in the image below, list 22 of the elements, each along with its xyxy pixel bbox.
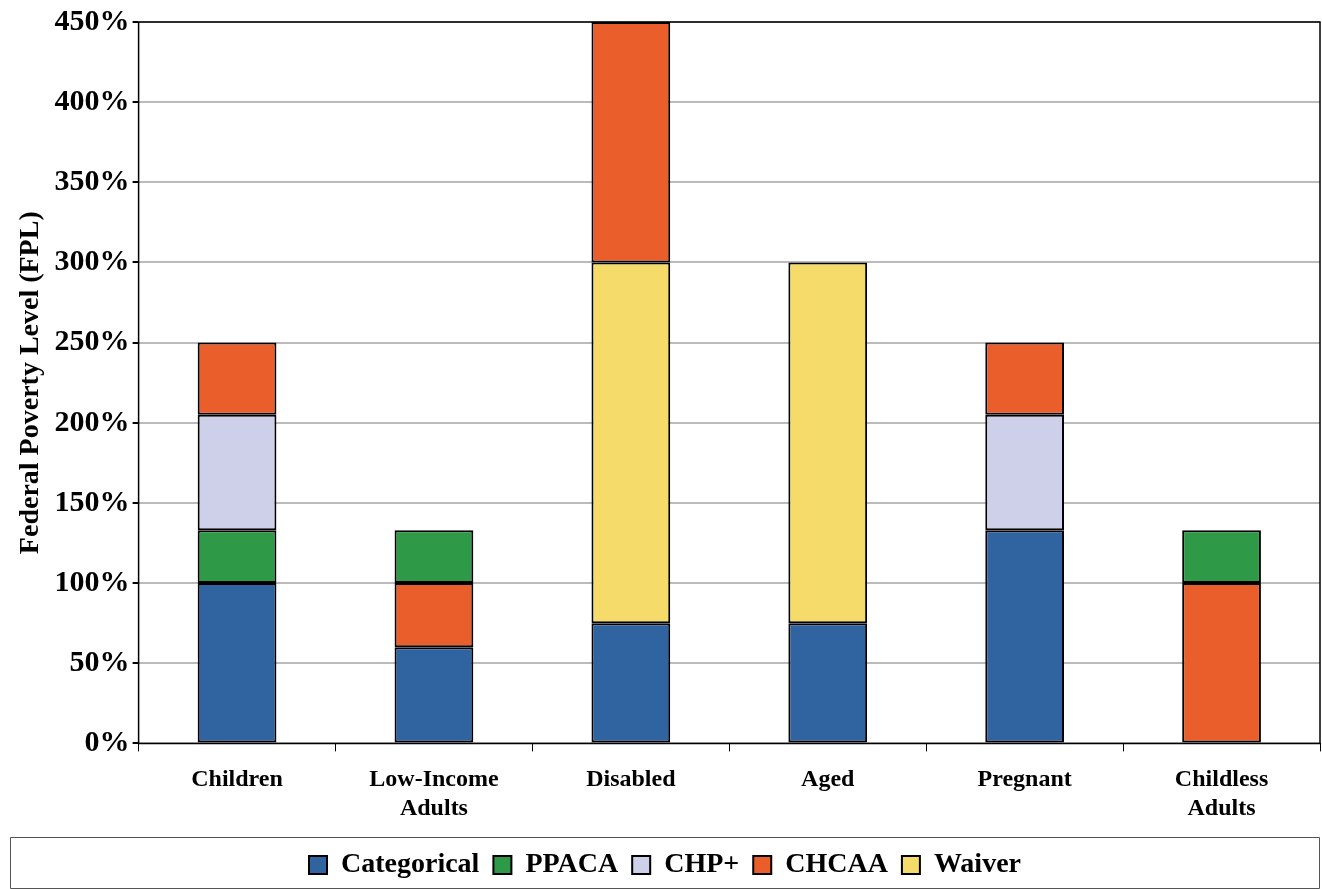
x-tick-label: Disabled <box>586 765 677 791</box>
legend-label: Categorical <box>341 847 480 879</box>
y-tick-label: 150% <box>54 483 130 517</box>
x-tick-label: Aged <box>801 765 856 791</box>
x-tick-label: Pregnant <box>977 765 1072 791</box>
y-tick-label: 100% <box>54 563 130 597</box>
y-tick-label: 200% <box>54 403 130 437</box>
x-tick-label: Children <box>191 765 283 791</box>
y-tick-label: 300% <box>54 243 130 277</box>
y-tick-label: 400% <box>54 82 130 116</box>
y-tick-label: 50% <box>69 643 130 677</box>
x-tick-label: Childless Adults <box>1174 765 1269 820</box>
y-tick-label: 0% <box>84 724 130 758</box>
y-axis-title: Federal Poverty Level (FPL) <box>13 211 45 555</box>
y-tick-label: 250% <box>54 323 130 357</box>
x-tick-label: Low-Income Adults <box>369 765 499 820</box>
y-tick-label: 450% <box>54 2 130 36</box>
y-tick-label: 350% <box>54 163 130 197</box>
legend-label: CHP+ <box>664 847 740 879</box>
legend-label: CHCAA <box>785 847 889 879</box>
legend-label: PPACA <box>525 847 619 879</box>
legend-label: Waiver <box>933 847 1021 879</box>
